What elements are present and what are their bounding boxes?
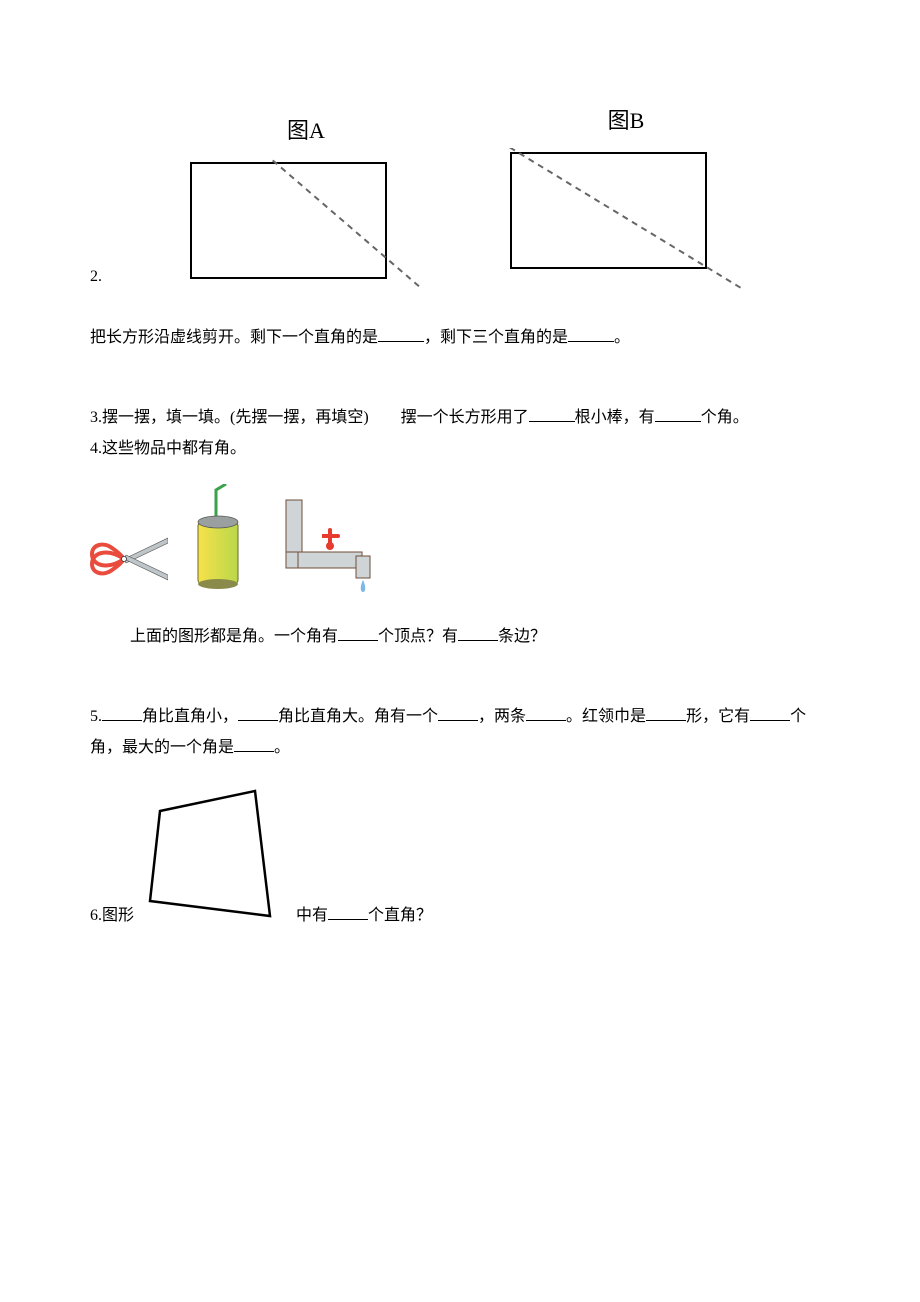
figure-b-label: 图B xyxy=(506,100,746,142)
q4-blank-1[interactable] xyxy=(338,624,378,641)
q2-text-a: 把长方形沿虚线剪开。剩下一个直角的是 xyxy=(90,329,378,346)
q4-text-a: 这些物品中都有角。 xyxy=(102,440,246,457)
q5-text: 5.角比直角小，角比直角大。角有一个，两条。红领巾是形，它有个角，最大的一个角是… xyxy=(90,702,830,763)
q5-blank-3[interactable] xyxy=(438,704,478,721)
q3-number: 3. xyxy=(90,409,102,426)
q5-blank-5[interactable] xyxy=(646,704,686,721)
q4-text: 4.这些物品中都有角。 xyxy=(90,434,830,464)
q4-sub-a: 上面的图形都是角。一个角有 xyxy=(130,628,338,645)
q6-label-a: 图形 xyxy=(102,907,134,924)
q6-blank-1[interactable] xyxy=(328,903,368,920)
q2-text-b: ，剩下三个直角的是 xyxy=(424,329,568,346)
q2-number-prefix: 2. xyxy=(90,262,102,292)
q4-subtext: 上面的图形都是角。一个角有 个顶点？有 条边？ xyxy=(90,622,830,652)
q6-shape xyxy=(140,781,290,931)
q4-blank-2[interactable] xyxy=(458,624,498,641)
q2-text-c: 。 xyxy=(614,329,630,346)
q4-sub-c: 条边？ xyxy=(498,628,546,645)
q6-label-b: 中有 xyxy=(296,907,328,924)
q4-sub-b: 个顶点？有 xyxy=(378,628,458,645)
q2-figures: 2. 图A 图B xyxy=(90,100,830,293)
q2-blank-1[interactable] xyxy=(378,325,424,342)
q6-number: 6. xyxy=(90,907,102,924)
q3-blank-2[interactable] xyxy=(655,405,701,422)
q5-blank-1[interactable] xyxy=(102,704,142,721)
faucet-icon xyxy=(268,496,388,592)
q5-d: 。红领巾是 xyxy=(566,708,646,725)
q5-blank-4[interactable] xyxy=(526,704,566,721)
q3-blank-1[interactable] xyxy=(529,405,575,422)
q3-text-a: 摆一摆，填一填。(先摆一摆，再填空) 摆一个长方形用了 xyxy=(102,409,529,426)
q5-g: 。 xyxy=(274,739,290,756)
q2-text: 把长方形沿虚线剪开。剩下一个直角的是 ，剩下三个直角的是 。 xyxy=(90,323,830,353)
q3-text-b: 根小棒，有 xyxy=(575,409,655,426)
q5-e: 形，它有 xyxy=(686,708,750,725)
figure-a-label: 图A xyxy=(186,110,426,152)
q6-label-c: 个直角？ xyxy=(368,907,432,924)
q5-number: 5. xyxy=(90,708,102,725)
scissors-icon xyxy=(90,526,168,592)
q5-blank-7[interactable] xyxy=(234,735,274,752)
figure-b-svg xyxy=(506,148,746,293)
q5-c: ，两条 xyxy=(478,708,526,725)
q6-row: 6.图形 中有 个直角？ xyxy=(90,781,830,931)
q4-number: 4. xyxy=(90,440,102,457)
q2-blank-2[interactable] xyxy=(568,325,614,342)
figure-a: 图A xyxy=(186,110,426,293)
soda-can-icon xyxy=(186,484,250,592)
q5-blank-6[interactable] xyxy=(750,704,790,721)
q3-text: 3.摆一摆，填一填。(先摆一摆，再填空) 摆一个长方形用了 根小棒，有 个角。 xyxy=(90,403,830,433)
figure-b: 图B xyxy=(506,100,746,293)
figure-a-svg xyxy=(186,158,426,293)
q5-b: 角比直角大。角有一个 xyxy=(278,708,438,725)
q5-a: 角比直角小， xyxy=(142,708,238,725)
q3-text-c: 个角。 xyxy=(701,409,749,426)
q5-blank-2[interactable] xyxy=(238,704,278,721)
q4-icons xyxy=(90,484,830,592)
